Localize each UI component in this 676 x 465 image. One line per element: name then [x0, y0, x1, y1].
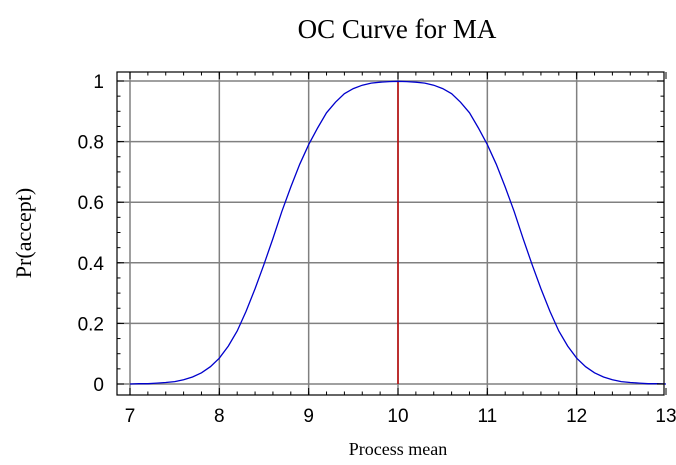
y-tick-label: 0.2 — [78, 314, 104, 335]
x-tick-label: 8 — [214, 406, 225, 427]
x-tick-label: 7 — [125, 406, 136, 427]
x-tick-label: 11 — [477, 406, 497, 427]
x-tick-label: 10 — [387, 406, 408, 427]
y-tick-label: 0.8 — [78, 133, 104, 154]
y-tick-label: 0.6 — [78, 193, 104, 214]
y-tick-label: 0.4 — [78, 254, 105, 275]
y-tick-labels: 0 0.2 0.4 0.6 0.8 1 — [78, 72, 105, 396]
chart-title: OC Curve for MA — [298, 14, 497, 44]
series-line — [129, 80, 667, 385]
x-tick-label: 9 — [303, 406, 314, 427]
x-tick-label: 13 — [655, 406, 676, 427]
plot-frame — [116, 71, 665, 396]
y-tick-label: 1 — [93, 72, 104, 93]
y-axis-label: Pr(accept) — [11, 188, 36, 278]
x-axis-label: Process mean — [349, 439, 447, 459]
tick-marks — [117, 72, 667, 395]
x-tick-labels: 7 8 9 10 11 12 13 — [125, 406, 676, 427]
x-tick-label: 12 — [566, 406, 587, 427]
grid-lines — [117, 72, 664, 395]
series-group — [129, 80, 667, 385]
y-tick-label: 0 — [93, 375, 104, 396]
